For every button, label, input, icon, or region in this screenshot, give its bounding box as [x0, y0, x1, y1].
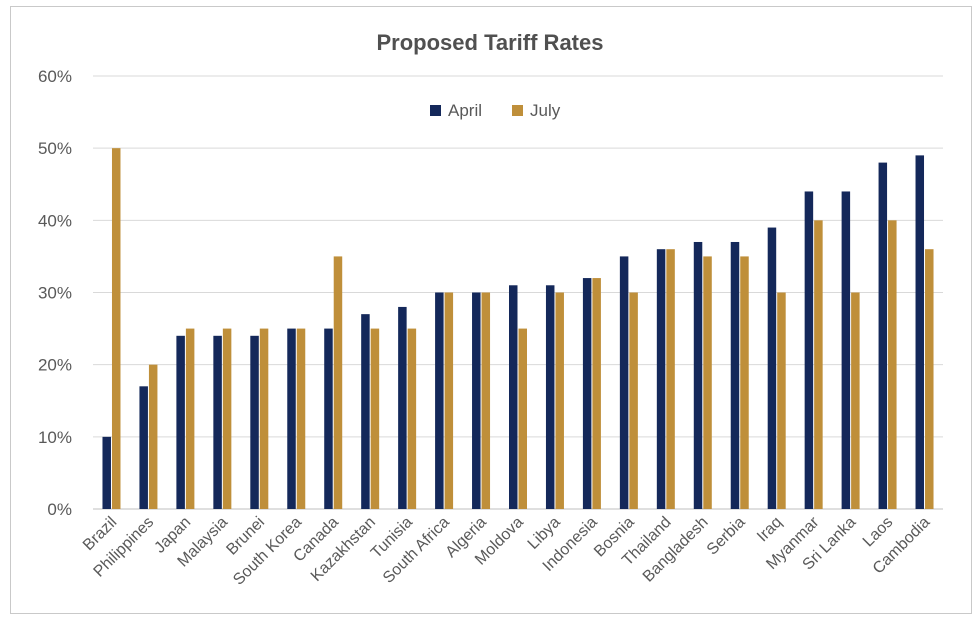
- bar-july: [518, 328, 527, 509]
- bar-april: [250, 335, 259, 509]
- bar-july: [814, 220, 823, 510]
- bar-april: [176, 335, 185, 509]
- bar-july: [333, 256, 343, 509]
- bar-july: [925, 249, 934, 509]
- y-tick-label: 60%: [38, 67, 72, 86]
- bar-july: [888, 220, 897, 510]
- bar-april: [287, 328, 296, 509]
- bar-april: [398, 306, 407, 509]
- bar-april: [693, 241, 703, 509]
- bar-july: [370, 328, 380, 509]
- bar-july: [185, 328, 195, 509]
- bar-july: [592, 278, 601, 509]
- legend-label-april: April: [448, 101, 482, 120]
- bar-april: [139, 386, 148, 509]
- bar-april: [435, 292, 444, 509]
- legend: April July: [430, 101, 561, 120]
- bar-july: [666, 249, 675, 509]
- bar-july: [481, 292, 491, 509]
- bar-july: [111, 148, 121, 509]
- bar-april: [730, 241, 740, 509]
- bar-july: [259, 328, 269, 509]
- y-tick-label: 0%: [47, 500, 72, 519]
- bar-april: [472, 292, 481, 509]
- bar-april: [582, 278, 592, 509]
- bar-april: [767, 227, 777, 510]
- bar-july: [703, 256, 712, 509]
- bar-april: [213, 335, 222, 509]
- y-tick-label: 30%: [38, 284, 72, 303]
- x-axis: BrazilPhilippinesJapanMalaysiaBruneiSout…: [80, 513, 933, 588]
- bar-april: [878, 162, 888, 509]
- bar-july: [444, 292, 454, 509]
- legend-swatch-april: [430, 105, 441, 116]
- y-tick-label: 50%: [38, 139, 72, 158]
- y-tick-label: 10%: [38, 428, 72, 447]
- bar-april: [656, 249, 666, 509]
- bar-july: [407, 328, 417, 509]
- y-tick-label: 40%: [38, 211, 72, 230]
- bar-july: [851, 292, 860, 509]
- y-axis: 0% 10% 20% 30% 40% 50% 60%: [38, 67, 72, 519]
- bar-april: [915, 155, 925, 509]
- bar-april: [361, 314, 370, 509]
- bar-july: [740, 256, 749, 509]
- bar-april: [324, 328, 333, 509]
- legend-swatch-july: [512, 105, 523, 116]
- gridlines: [93, 75, 943, 510]
- bar-july: [629, 292, 638, 509]
- bar-april: [509, 285, 518, 509]
- legend-label-july: July: [530, 101, 561, 120]
- bar-july: [296, 328, 306, 509]
- bar-april: [841, 191, 851, 509]
- bar-july: [222, 328, 232, 509]
- bar-july: [148, 364, 158, 509]
- bar-april: [619, 256, 629, 509]
- chart-title: Proposed Tariff Rates: [377, 30, 604, 55]
- x-tick-label: Serbia: [704, 514, 749, 559]
- bar-april: [102, 436, 111, 509]
- bar-july: [555, 292, 564, 509]
- y-tick-label: 20%: [38, 356, 72, 375]
- bar-july: [777, 292, 786, 509]
- bar-april: [804, 191, 814, 509]
- x-tick-label: Iraq: [754, 514, 786, 546]
- bars: [102, 148, 934, 510]
- bar-april: [545, 285, 555, 509]
